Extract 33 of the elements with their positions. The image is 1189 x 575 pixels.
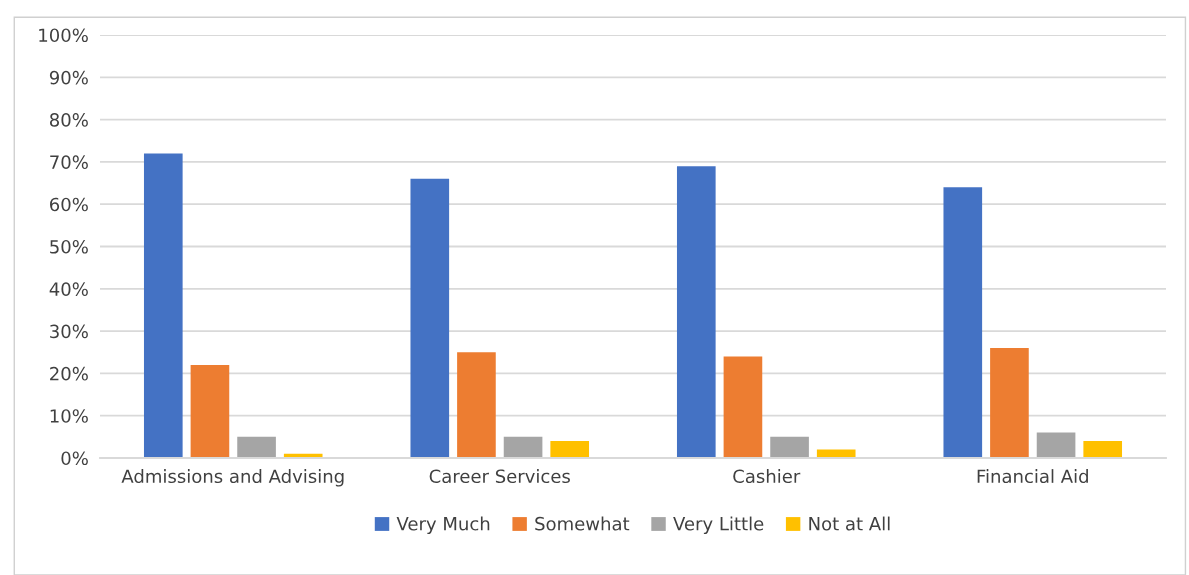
bar bbox=[457, 352, 496, 458]
y-tick-label: 20% bbox=[50, 366, 88, 381]
x-tick-label: Financial Aid bbox=[977, 469, 1088, 484]
y-tick-label: 80% bbox=[49, 113, 88, 127]
y-tick-label: 30% bbox=[50, 324, 88, 339]
bar bbox=[1083, 441, 1123, 458]
y-tick-label: 90% bbox=[49, 70, 88, 85]
bar bbox=[190, 364, 230, 458]
y-tick-label: 40% bbox=[49, 282, 88, 296]
bar bbox=[943, 187, 983, 458]
legend-label: Not at All bbox=[809, 516, 890, 531]
y-tick-label: 60% bbox=[50, 197, 88, 212]
legend-label: Very Much bbox=[396, 516, 490, 535]
legend-label: Very Little bbox=[673, 516, 764, 535]
y-tick-label: 10% bbox=[50, 409, 88, 423]
y-tick-label: 70% bbox=[50, 155, 88, 170]
bar bbox=[990, 348, 1029, 458]
y-tick-label: 100% bbox=[39, 28, 88, 43]
legend-label: Somewhat bbox=[535, 516, 630, 531]
y-tick-label: 50% bbox=[50, 239, 88, 254]
bar bbox=[676, 166, 716, 458]
y-tick-label: 0% bbox=[61, 451, 88, 466]
bar bbox=[723, 356, 763, 458]
bar bbox=[143, 153, 183, 458]
x-tick-label: Cashier bbox=[733, 469, 801, 484]
x-tick-label: Admissions and Advising bbox=[121, 469, 344, 487]
x-tick-label: Career Services bbox=[429, 469, 570, 484]
bar bbox=[410, 178, 450, 458]
bar bbox=[503, 436, 543, 458]
bar bbox=[770, 436, 809, 458]
bar bbox=[550, 441, 590, 458]
bar bbox=[237, 436, 276, 458]
bar bbox=[1036, 432, 1076, 458]
